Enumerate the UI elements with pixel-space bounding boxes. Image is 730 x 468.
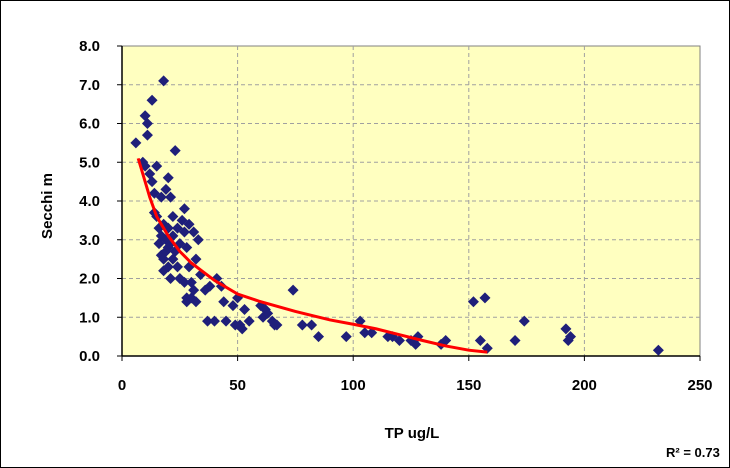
- data-point: [162, 172, 174, 184]
- data-point: [178, 203, 190, 215]
- data-point: [141, 118, 153, 129]
- data-point: [479, 292, 491, 304]
- data-point: [287, 284, 299, 296]
- data-point: [141, 129, 153, 141]
- x-tick-label: 150: [456, 377, 481, 394]
- data-points: [130, 75, 664, 356]
- y-tick-label: 5.0: [79, 154, 100, 171]
- data-point: [467, 296, 479, 308]
- data-point: [296, 319, 308, 331]
- data-point: [169, 145, 181, 157]
- y-tick-label: 8.0: [79, 38, 100, 55]
- data-point: [165, 273, 177, 284]
- data-point: [188, 284, 200, 296]
- data-point: [178, 276, 190, 288]
- data-point: [359, 327, 371, 339]
- data-point: [160, 183, 172, 195]
- data-point: [271, 319, 283, 331]
- y-axis-title: Secchi m: [39, 173, 56, 239]
- data-point: [393, 335, 405, 346]
- data-point: [155, 191, 167, 203]
- data-point: [306, 319, 318, 331]
- data-point: [236, 323, 248, 335]
- x-tick-label: 100: [341, 377, 366, 394]
- y-tick-label: 1.0: [79, 309, 100, 326]
- data-point: [220, 315, 232, 327]
- axes: [117, 45, 701, 361]
- y-tick-label: 6.0: [79, 116, 100, 133]
- data-point: [204, 280, 216, 292]
- data-point: [167, 211, 179, 222]
- data-point: [243, 315, 255, 327]
- data-point: [518, 315, 530, 327]
- data-point: [565, 331, 577, 343]
- data-point: [165, 191, 177, 203]
- data-point: [178, 226, 190, 238]
- y-tick-label: 0.0: [79, 348, 100, 365]
- data-point: [440, 335, 452, 346]
- data-point: [183, 218, 195, 230]
- data-point: [188, 226, 200, 238]
- y-tick-label: 7.0: [79, 77, 100, 94]
- data-point: [340, 331, 352, 343]
- data-point: [652, 344, 664, 356]
- data-point: [262, 307, 274, 319]
- x-tick-labels: 0 50 100 150 200 250: [118, 377, 713, 394]
- r-squared-annotation: R² = 0.73: [666, 445, 720, 460]
- y-tick-label: 3.0: [79, 232, 100, 249]
- data-point: [171, 261, 183, 273]
- data-point: [181, 242, 193, 253]
- data-point: [190, 253, 202, 265]
- data-point: [158, 75, 170, 87]
- trend-line: [136, 157, 488, 354]
- x-tick-label: 50: [229, 377, 246, 394]
- y-tick-label: 2.0: [79, 271, 100, 288]
- x-tick-label: 200: [572, 377, 597, 394]
- data-point: [192, 234, 204, 246]
- data-point: [162, 261, 174, 273]
- data-point: [560, 323, 572, 335]
- data-point: [227, 300, 239, 312]
- x-axis-title: TP ug/L: [385, 425, 440, 442]
- gridlines: [122, 46, 700, 356]
- data-point: [313, 331, 325, 343]
- y-tick-labels: 0.0 1.0 2.0 3.0 4.0 5.0 6.0 7.0 8.0: [79, 38, 100, 365]
- x-tick-label: 250: [687, 377, 712, 394]
- data-point: [190, 296, 202, 308]
- data-point: [509, 335, 521, 346]
- data-point: [202, 315, 214, 327]
- data-point: [151, 160, 163, 172]
- data-point: [218, 296, 230, 308]
- data-point: [239, 304, 251, 315]
- y-tick-label: 4.0: [79, 193, 100, 210]
- x-tick-label: 0: [118, 377, 126, 394]
- data-point: [208, 315, 220, 327]
- data-point: [130, 137, 142, 149]
- data-point: [474, 335, 486, 346]
- data-point: [146, 94, 158, 106]
- data-point: [146, 176, 158, 188]
